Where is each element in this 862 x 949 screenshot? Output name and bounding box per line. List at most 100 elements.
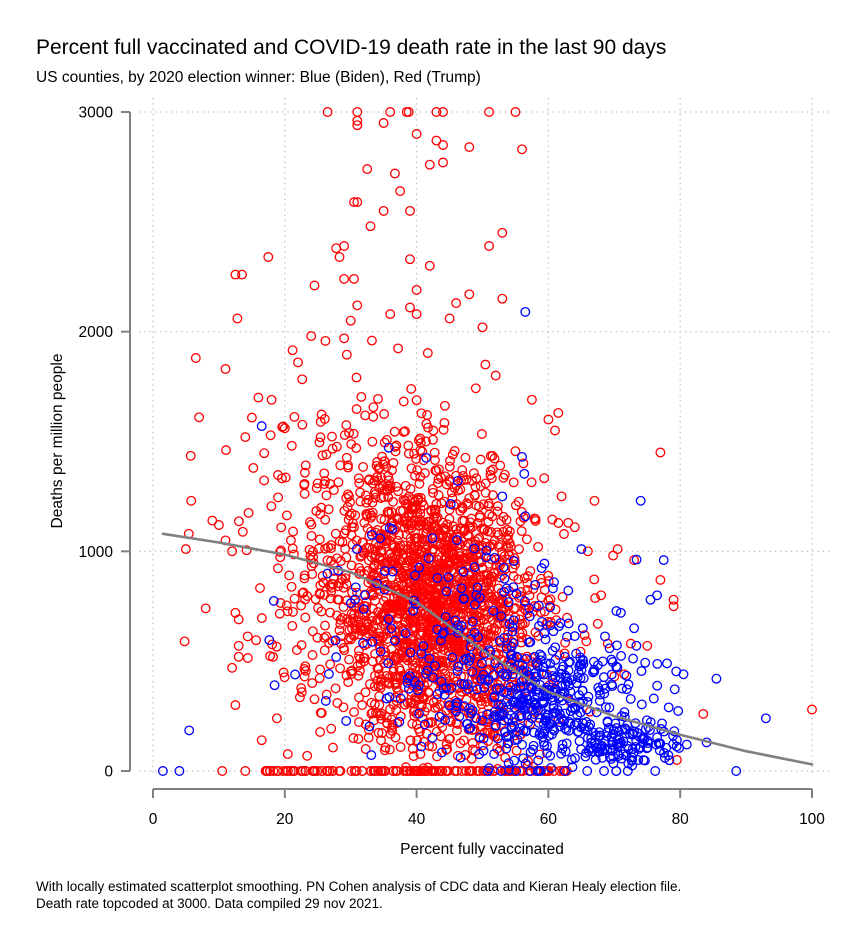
trump-county-point	[439, 417, 450, 428]
trump-county-point	[337, 573, 348, 584]
trump-county-point	[338, 642, 349, 653]
trump-county-point	[373, 614, 384, 624]
biden-county-point	[711, 673, 722, 684]
trump-county-point	[427, 617, 438, 628]
trump-county-point	[286, 581, 297, 592]
trump-county-point	[562, 612, 573, 623]
biden-county-point	[629, 623, 640, 634]
biden-county-point	[478, 745, 489, 756]
biden-county-point	[432, 572, 443, 583]
trump-county-point	[436, 498, 447, 509]
biden-county-point	[547, 583, 558, 594]
trump-county-point	[397, 599, 408, 610]
trump-county-point	[256, 613, 267, 624]
trump-county-point	[370, 648, 381, 659]
biden-county-point	[472, 684, 483, 695]
trump-county-point	[592, 618, 603, 629]
biden-county-point	[535, 649, 545, 660]
trump-county-point	[450, 597, 461, 608]
biden-county-point	[427, 533, 438, 544]
trump-county-point	[409, 448, 420, 459]
trump-county-point	[522, 584, 533, 595]
trump-county-point	[326, 586, 337, 597]
trump-county-point	[353, 670, 364, 681]
trump-county-point	[368, 568, 379, 579]
biden-county-point	[583, 746, 594, 757]
trump-county-point	[589, 495, 600, 506]
trump-county-point	[414, 478, 425, 489]
trump-county-point	[346, 766, 357, 776]
trump-county-point	[490, 370, 501, 381]
trump-county-point	[319, 645, 330, 656]
trump-county-point	[455, 738, 466, 749]
trump-county-point	[526, 477, 537, 488]
trump-county-point	[510, 107, 521, 117]
trump-county-point	[307, 766, 318, 776]
biden-county-point	[174, 766, 185, 776]
trump-county-point	[296, 640, 307, 651]
trump-county-point	[360, 410, 371, 421]
trump-county-point	[357, 624, 368, 635]
biden-county-point	[638, 755, 649, 766]
trump-county-point	[365, 512, 376, 523]
trump-county-point	[341, 349, 352, 360]
trump-county-point	[556, 491, 567, 502]
trump-county-point	[416, 766, 427, 776]
trump-county-point	[461, 576, 472, 587]
trump-county-point	[401, 766, 412, 776]
biden-county-point	[546, 665, 557, 676]
trump-county-point	[444, 461, 455, 472]
trump-county-point	[412, 465, 423, 476]
trump-county-point	[480, 696, 491, 707]
trump-county-point	[367, 436, 378, 447]
trump-county-point	[543, 570, 554, 581]
trump-county-point	[386, 559, 397, 570]
trump-county-point	[246, 412, 257, 423]
biden-county-point	[511, 651, 522, 662]
trump-county-point	[404, 576, 415, 587]
biden-county-point	[402, 673, 413, 684]
biden-county-point	[521, 691, 532, 702]
biden-county-point	[760, 713, 771, 724]
trump-county-point	[327, 431, 337, 442]
trump-county-point	[472, 766, 482, 776]
biden-county-point	[330, 635, 341, 646]
biden-county-point	[450, 615, 461, 626]
trump-county-point	[359, 656, 369, 667]
trump-county-point	[405, 697, 416, 708]
trump-county-point	[360, 744, 371, 754]
trump-county-point	[431, 694, 442, 705]
biden-county-point	[560, 651, 570, 662]
trump-county-point	[385, 704, 396, 715]
trump-county-point	[233, 516, 244, 527]
trump-county-point	[405, 555, 416, 566]
biden-county-point	[467, 666, 478, 677]
trump-county-point	[382, 481, 393, 492]
biden-county-point	[488, 605, 499, 616]
biden-county-point	[520, 726, 531, 737]
trump-county-point	[306, 519, 317, 530]
biden-county-point	[518, 753, 529, 764]
biden-county-point	[671, 735, 682, 746]
trump-county-point	[400, 426, 410, 437]
trump-county-point	[380, 766, 391, 776]
biden-county-point	[577, 685, 588, 696]
x-tick-label: 60	[540, 811, 558, 828]
trump-county-point	[377, 728, 387, 739]
trump-county-point	[394, 530, 404, 540]
biden-county-point	[545, 620, 556, 631]
trump-county-point	[411, 658, 422, 668]
trump-county-point	[405, 484, 416, 494]
trump-county-point	[438, 107, 448, 117]
trump-county-point	[475, 572, 486, 583]
trump-county-point	[380, 647, 391, 658]
trump-county-point	[307, 650, 318, 660]
biden-county-point	[455, 752, 466, 763]
trump-county-point	[327, 766, 338, 776]
biden-county-point	[458, 655, 469, 666]
biden-county-point	[636, 666, 647, 677]
biden-county-point	[549, 577, 559, 588]
trump-county-point	[349, 707, 359, 718]
trump-county-point	[346, 608, 357, 619]
biden-county-point	[655, 738, 666, 749]
